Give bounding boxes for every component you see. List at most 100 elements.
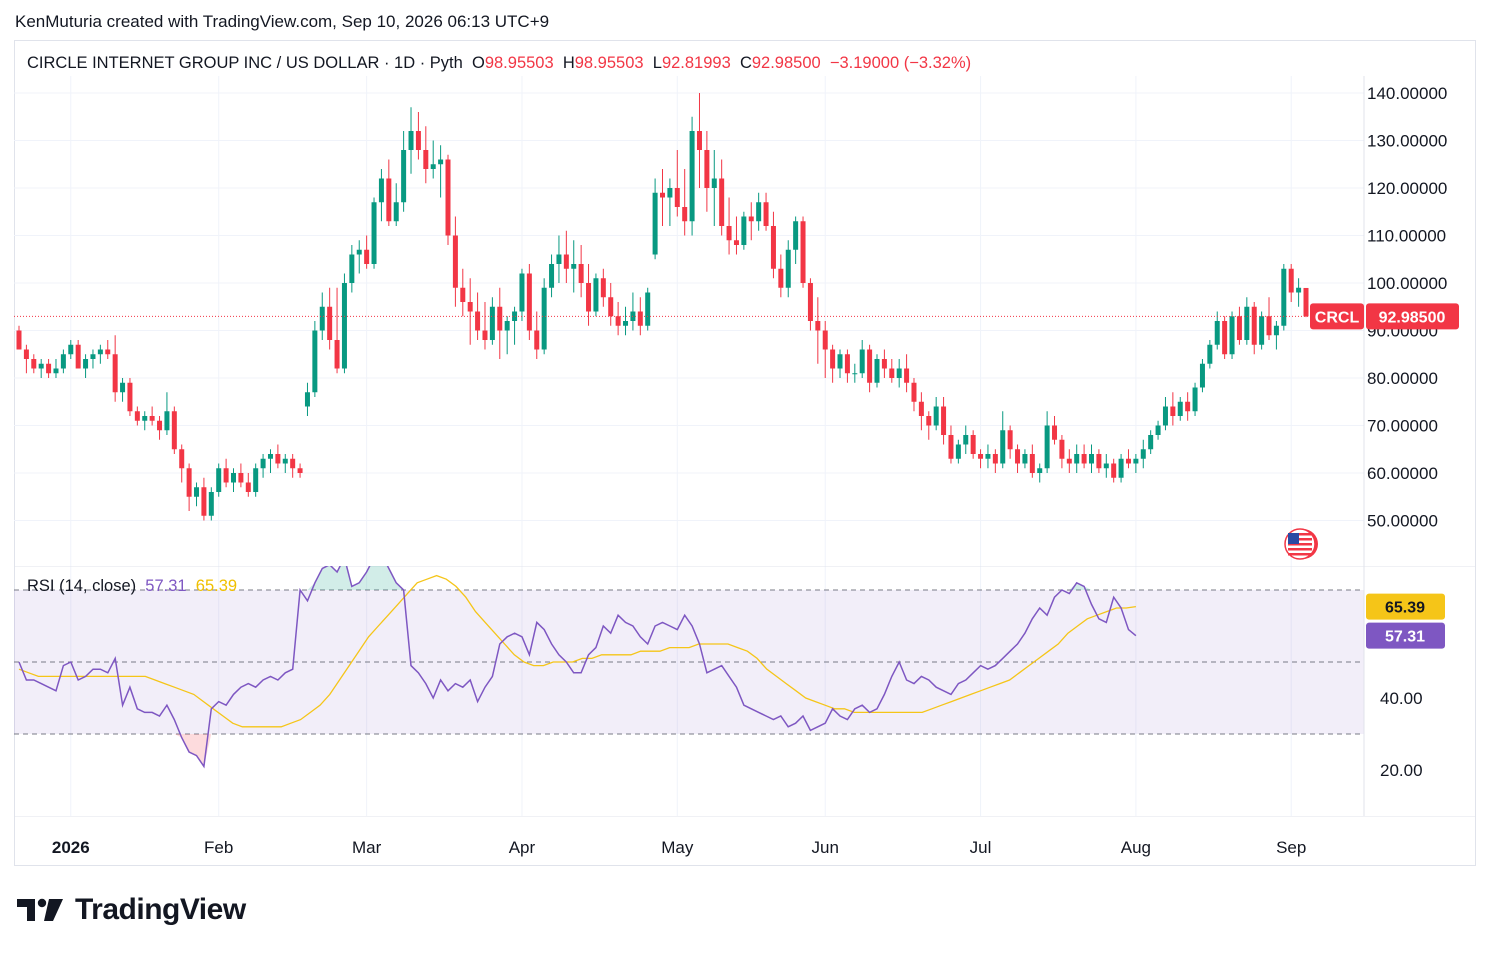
price-legend: CIRCLE INTERNET GROUP INC / US DOLLAR · …	[27, 54, 971, 73]
candle-body	[327, 306, 333, 340]
close-value: 92.98500	[751, 54, 821, 72]
candle-body	[549, 264, 555, 288]
candle-body	[637, 311, 643, 326]
candle-body	[1118, 458, 1124, 478]
candle-body	[682, 207, 688, 222]
candle-body	[660, 192, 665, 198]
tradingview-logo-icon	[17, 898, 63, 921]
candle-body	[23, 349, 29, 359]
symbol-tag	[1310, 303, 1364, 330]
candle-body	[970, 435, 976, 454]
candle-body	[837, 354, 843, 369]
candle-body	[1089, 454, 1094, 464]
candle-body	[534, 330, 540, 350]
candle-body	[171, 411, 177, 450]
overbought-fill	[329, 566, 338, 590]
candle-body	[785, 249, 791, 288]
candle-body	[1192, 387, 1198, 412]
candle-body	[874, 359, 880, 383]
candle-body	[423, 150, 429, 169]
price-tick-label: 110.00000	[1367, 227, 1446, 246]
candle-body	[304, 392, 310, 407]
candle-body	[231, 473, 236, 483]
candle-body	[992, 454, 998, 464]
candle-body	[1170, 406, 1176, 416]
candle-body	[208, 492, 214, 516]
low-value: 92.81993	[661, 54, 731, 72]
candle-body	[1007, 430, 1013, 450]
candle-body	[438, 159, 444, 165]
overbought-fill	[314, 568, 323, 590]
candle-body	[1059, 439, 1065, 459]
candle-body	[704, 150, 710, 188]
rsi-tag	[1366, 622, 1445, 649]
rsi-ma-value: 65.39	[195, 577, 238, 595]
time-tick-label: Feb	[204, 838, 233, 857]
candle-body	[778, 268, 784, 288]
candle-body	[815, 321, 821, 331]
candle-body	[112, 354, 118, 393]
candle-body	[719, 178, 725, 226]
candle-body	[312, 330, 318, 393]
time-tick-label: May	[661, 838, 694, 857]
high-label: H	[562, 54, 575, 72]
candle-body	[105, 349, 111, 355]
candle-body	[911, 382, 917, 402]
candle-body	[1000, 430, 1006, 464]
time-tick-label: Mar	[352, 838, 382, 857]
candle-body	[571, 264, 577, 269]
candle-body	[430, 164, 436, 169]
candle-body	[615, 316, 621, 326]
overbought-fill	[381, 566, 389, 590]
oversold-fill	[189, 734, 197, 756]
candle-body	[1207, 344, 1213, 364]
candle-body	[290, 458, 296, 469]
rsi-line	[18, 566, 1137, 769]
candle-body	[149, 416, 155, 421]
time-tick-label: 2026	[52, 838, 90, 857]
overbought-fill	[374, 566, 382, 590]
flag-stripe	[1288, 538, 1312, 541]
candle-body	[978, 454, 984, 459]
overbought-fill	[344, 566, 352, 590]
price-pane[interactable]: 140.00000 130.00000 120.00000 110.00000 100.…	[14, 76, 1476, 566]
candle-body	[918, 401, 924, 416]
candle-body	[90, 354, 96, 359]
candle-body	[586, 283, 592, 312]
candle-body	[756, 202, 762, 222]
candle-body	[844, 354, 850, 374]
chart-credit: KenMuturia created with TradingView.com,…	[15, 12, 550, 31]
close-label: C	[739, 54, 752, 72]
last-price-label: 92.98500	[1379, 309, 1446, 326]
candle-body	[1015, 449, 1021, 464]
candle-body	[497, 306, 503, 331]
last-price-tag	[1366, 303, 1459, 330]
candle-body	[526, 273, 532, 331]
candle-body	[667, 188, 673, 198]
candle-body	[674, 188, 680, 207]
candle-body	[482, 330, 488, 340]
candle-body	[726, 226, 732, 241]
candle-body	[652, 192, 658, 255]
candle-body	[1111, 463, 1117, 478]
candle-body	[1029, 454, 1035, 473]
rsi-tick-label: 20.00	[1380, 761, 1423, 780]
overbought-fill	[366, 566, 375, 590]
price-tick-label: 130.00000	[1367, 132, 1447, 151]
candle-body	[1288, 268, 1294, 293]
candle-body	[645, 292, 651, 326]
flag-stripe	[1288, 553, 1312, 556]
candle-body	[16, 330, 22, 350]
flag-canton	[1288, 533, 1299, 544]
candle-body	[186, 468, 192, 497]
candle-body	[1266, 316, 1272, 336]
candle-body	[852, 373, 858, 375]
rsi-tick-label: 40.00	[1380, 689, 1423, 708]
candle-body	[238, 473, 244, 483]
candle-body	[378, 178, 384, 203]
tradingview-footer-logo[interactable]: TradingView	[17, 893, 246, 927]
candle-body	[1303, 287, 1309, 317]
candle-body	[319, 306, 325, 331]
candle-body	[1296, 287, 1302, 293]
